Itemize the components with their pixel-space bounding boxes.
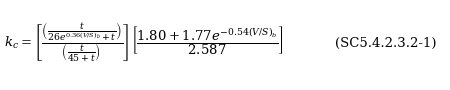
- Text: (SC5.4.2.3.2-1): (SC5.4.2.3.2-1): [335, 37, 436, 50]
- Text: $k_c = \left[\frac{\left(\dfrac{t}{26e^{0.36(V/S)_b}+t}\right)}{\left(\dfrac{t}{: $k_c = \left[\frac{\left(\dfrac{t}{26e^{…: [4, 22, 284, 64]
